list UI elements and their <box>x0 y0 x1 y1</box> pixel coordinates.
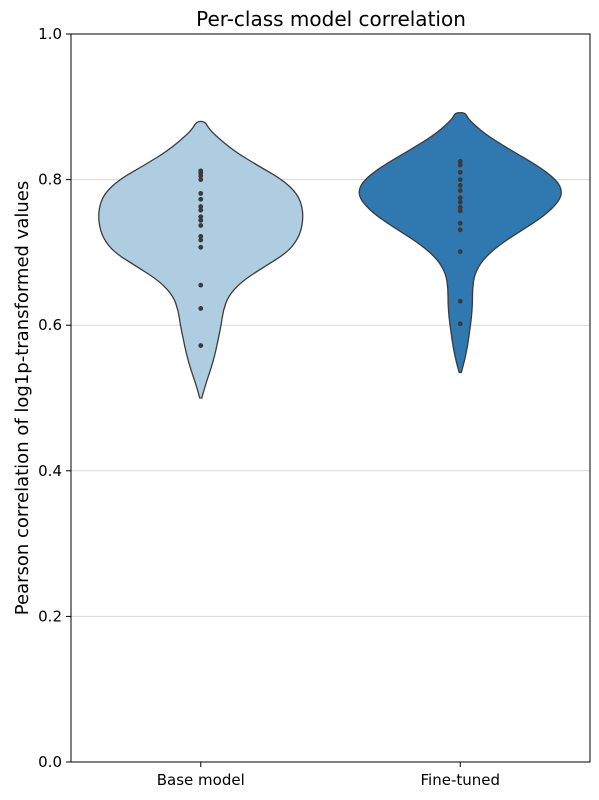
y-tick-label: 0.8 <box>38 171 62 189</box>
y-tick-label: 0.0 <box>38 753 62 771</box>
data-point <box>457 249 463 255</box>
data-point <box>457 298 463 304</box>
x-tick-label: Fine-tuned <box>421 771 501 789</box>
data-point <box>198 191 204 196</box>
y-tick-label: 0.2 <box>38 607 62 625</box>
x-axis: Base model Fine-tuned <box>157 762 500 789</box>
violins <box>98 111 562 399</box>
data-point <box>457 220 463 226</box>
data-point <box>198 217 204 223</box>
data-point <box>198 306 204 311</box>
data-point <box>198 196 204 202</box>
data-point <box>457 177 463 183</box>
data-point <box>457 321 463 327</box>
data-point <box>198 223 204 228</box>
data-point <box>198 168 204 174</box>
data-point <box>457 169 463 175</box>
y-tick-label: 0.4 <box>38 462 62 480</box>
data-point <box>457 188 463 193</box>
data-point <box>198 233 204 239</box>
data-point <box>457 159 463 164</box>
data-point <box>457 227 463 233</box>
data-point <box>198 282 204 288</box>
data-point <box>457 183 463 188</box>
data-point <box>198 204 204 209</box>
data-point <box>198 237 204 243</box>
data-point <box>457 195 463 201</box>
data-point <box>198 244 204 250</box>
data-point <box>457 204 463 210</box>
data-point <box>198 214 204 220</box>
y-tick-label: 1.0 <box>38 25 62 43</box>
y-axis-label: Pearson correlation of log1p-transformed… <box>12 181 33 615</box>
data-point <box>198 177 204 183</box>
data-point <box>457 208 463 214</box>
plot-frame <box>70 33 591 763</box>
violin-fine-tuned <box>358 111 562 374</box>
y-axis: 0.0 0.2 0.4 0.6 0.8 1.0 <box>38 25 71 771</box>
data-point <box>457 162 463 168</box>
chart-title: Per-class model correlation <box>196 7 466 31</box>
x-tick-label: Base model <box>157 771 245 789</box>
data-point <box>198 207 204 213</box>
data-point <box>457 199 463 205</box>
y-tick-label: 0.6 <box>38 316 62 334</box>
data-points <box>198 159 463 348</box>
data-point <box>198 343 204 348</box>
violin-base-model <box>98 120 304 399</box>
